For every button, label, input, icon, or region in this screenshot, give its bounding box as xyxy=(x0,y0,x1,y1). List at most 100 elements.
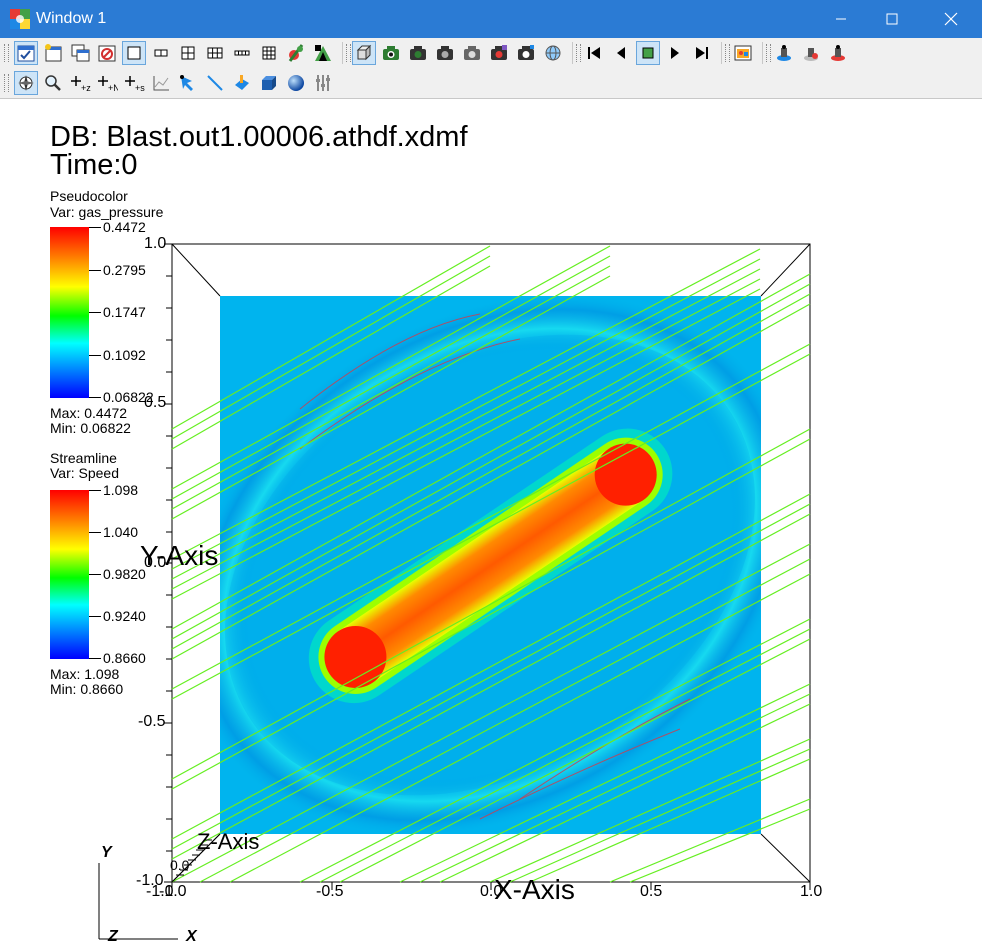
sphere-tool-button[interactable] xyxy=(284,71,308,95)
layout-1x3-icon xyxy=(207,47,223,59)
view-3d-button[interactable] xyxy=(352,41,376,65)
camera-reset-button[interactable] xyxy=(460,41,484,65)
clone-window-icon xyxy=(71,44,90,62)
node-pick-button[interactable]: +N xyxy=(95,71,119,95)
zone-pick-button[interactable]: +z xyxy=(68,71,92,95)
box-tool-button[interactable] xyxy=(257,71,281,95)
layout-row-icon xyxy=(234,50,250,56)
delete-window-icon xyxy=(98,45,116,62)
apply-button[interactable] xyxy=(14,41,38,65)
plane-tool-button[interactable] xyxy=(230,71,254,95)
close-icon xyxy=(944,12,958,26)
render-window[interactable]: DB: Blast.out1.00006.athdf.xdmf Time:0 P… xyxy=(0,99,982,950)
x-tick-label: -1.0 xyxy=(159,883,187,900)
camera-icon xyxy=(437,46,453,60)
point-tool-button[interactable] xyxy=(176,71,200,95)
tool-icon xyxy=(315,45,331,61)
svg-text:+N: +N xyxy=(108,83,118,93)
animation-next-button[interactable] xyxy=(690,41,714,65)
engine-icon xyxy=(777,45,791,61)
title-bar: Window 1 xyxy=(0,0,982,38)
line-tool-button[interactable] xyxy=(203,71,227,95)
database-title: DB: Blast.out1.00006.athdf.xdmf xyxy=(50,121,468,153)
curve-pick-button[interactable] xyxy=(149,71,173,95)
spreadsheet-pick-icon: +s xyxy=(125,76,145,93)
axis-restrict-button[interactable] xyxy=(311,71,335,95)
colorbar-tick-label: 0.8660 xyxy=(103,650,146,666)
curve-pick-icon xyxy=(153,76,169,91)
pseudocolor-colorbar xyxy=(50,227,89,398)
navigate-mode-button[interactable] xyxy=(14,71,38,95)
pick-lock-icon xyxy=(288,44,304,62)
colorbar-tick xyxy=(89,270,101,271)
toolbar-grip[interactable] xyxy=(346,44,351,62)
camera-icon xyxy=(464,46,480,60)
colorbar-tick xyxy=(89,312,101,313)
y-tick-label: 0.5 xyxy=(144,394,167,411)
colorbar-tick xyxy=(89,227,101,228)
maximize-button[interactable] xyxy=(869,0,915,38)
lock-view-button[interactable] xyxy=(284,41,308,65)
engine-icon xyxy=(804,48,818,61)
streamlines xyxy=(171,245,811,883)
engine-sim-button[interactable] xyxy=(799,41,823,65)
toolbar-grip[interactable] xyxy=(725,44,730,62)
close-button[interactable] xyxy=(928,0,974,38)
clone-window-button[interactable] xyxy=(68,41,92,65)
camera-recenter-button[interactable] xyxy=(487,41,511,65)
camera-redo-button[interactable] xyxy=(433,41,457,65)
animation-play-button[interactable] xyxy=(663,41,687,65)
engine-close-button[interactable] xyxy=(826,41,850,65)
visualization[interactable] xyxy=(0,99,982,950)
animation-back-button[interactable] xyxy=(609,41,633,65)
triad-z-label: Z xyxy=(108,928,118,945)
layout-1x2-button[interactable] xyxy=(149,41,173,65)
camera-undo-button[interactable] xyxy=(406,41,430,65)
pseudocolor-min: Min: 0.06822 xyxy=(50,420,131,436)
pseudocolor-legend-title: Pseudocolor xyxy=(50,188,128,204)
layout-2x3-button[interactable] xyxy=(203,41,227,65)
colorbar-tick-label: 0.1092 xyxy=(103,347,146,363)
layout-1x1-button[interactable] xyxy=(122,41,146,65)
x-tick-label: 0.5 xyxy=(640,883,663,900)
colorbar-tick-label: 0.06822 xyxy=(103,389,154,405)
camera-save-button[interactable] xyxy=(379,41,403,65)
maximize-icon xyxy=(886,13,898,25)
toolbar-grip[interactable] xyxy=(4,74,9,92)
view-3d-icon xyxy=(356,44,372,61)
zone-pick-icon: +z xyxy=(71,76,91,93)
time-label: Time:0 xyxy=(50,149,138,181)
layout-row-button[interactable] xyxy=(230,41,254,65)
minimize-icon xyxy=(836,18,846,20)
new-window-icon xyxy=(45,44,62,62)
save-window-button[interactable] xyxy=(731,41,755,65)
camera-interaction-button[interactable] xyxy=(541,41,565,65)
plane-tool-icon xyxy=(235,75,249,90)
animation-first-button[interactable] xyxy=(582,41,606,65)
new-window-button[interactable] xyxy=(41,41,65,65)
engine-connect-button[interactable] xyxy=(772,41,796,65)
triad-y-label: Y xyxy=(101,844,112,861)
lock-time-button[interactable] xyxy=(311,41,335,65)
minimize-button[interactable] xyxy=(818,0,864,38)
colorbar-tick xyxy=(89,397,101,398)
layout-2x2-button[interactable] xyxy=(176,41,200,65)
streamline-colorbar xyxy=(50,490,89,659)
svg-text:+s: +s xyxy=(135,83,145,93)
toolbar-grip[interactable] xyxy=(576,44,581,62)
toolbar-grip[interactable] xyxy=(4,44,9,62)
delete-window-button[interactable] xyxy=(95,41,119,65)
point-tool-icon xyxy=(180,75,193,91)
toolbar-grip[interactable] xyxy=(766,44,771,62)
triad-x-label: X xyxy=(186,928,197,945)
spreadsheet-pick-button[interactable]: +s xyxy=(122,71,146,95)
axis-triad xyxy=(98,863,178,940)
pseudocolor-max: Max: 0.4472 xyxy=(50,405,128,421)
zoom-mode-button[interactable] xyxy=(41,71,65,95)
camera-undo-zoom-button[interactable] xyxy=(514,41,538,65)
colorbar-tick-label: 1.040 xyxy=(103,524,139,540)
layout-3x3-button[interactable] xyxy=(257,41,281,65)
animation-stop-button[interactable] xyxy=(636,41,660,65)
globe-icon xyxy=(545,45,561,61)
save-image-icon xyxy=(734,45,752,61)
